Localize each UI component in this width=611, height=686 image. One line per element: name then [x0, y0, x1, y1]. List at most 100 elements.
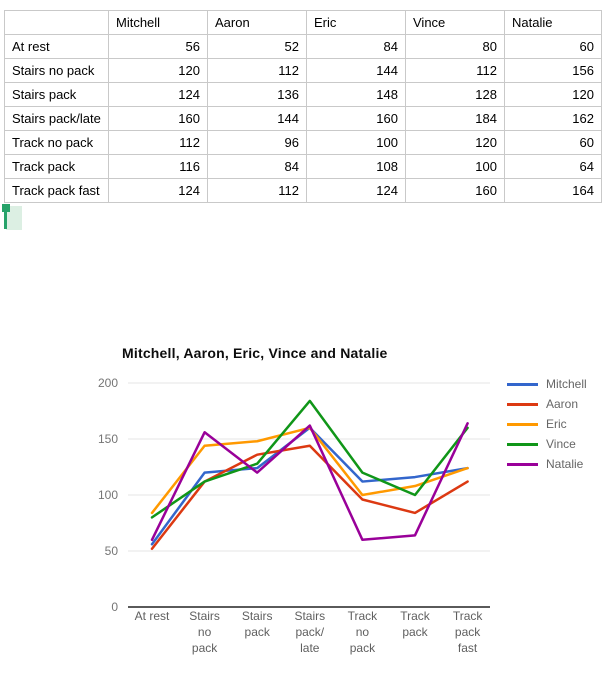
- table-header-row: Mitchell Aaron Eric Vince Natalie: [4, 10, 602, 35]
- legend-line-swatch-icon: [507, 443, 538, 446]
- table-cell[interactable]: 60: [504, 130, 602, 155]
- table-cell[interactable]: 160: [306, 106, 406, 131]
- table-cell[interactable]: 160: [405, 178, 505, 203]
- table-cell[interactable]: 128: [405, 82, 505, 107]
- y-axis-label: 100: [98, 488, 118, 502]
- table-cell[interactable]: 84: [306, 34, 406, 59]
- table-cell[interactable]: 64: [504, 154, 602, 179]
- table-cell[interactable]: 96: [207, 130, 307, 155]
- corner-cell[interactable]: [4, 10, 109, 35]
- column-header[interactable]: Mitchell: [108, 10, 208, 35]
- x-axis-label: fast: [458, 641, 478, 655]
- chart-legend: Mitchell Aaron Eric Vince Natalie: [507, 378, 587, 471]
- table-cell[interactable]: 112: [207, 58, 307, 83]
- y-axis-label: 50: [105, 544, 119, 558]
- legend-label: Eric: [546, 417, 567, 431]
- x-axis-label: pack: [350, 641, 376, 655]
- legend-label: Mitchell: [546, 377, 587, 391]
- table-cell[interactable]: 124: [108, 178, 208, 203]
- table-row: Track pack 116 84 108 100 64: [4, 154, 602, 179]
- table-cell[interactable]: 84: [207, 154, 307, 179]
- text-caret: [4, 204, 7, 229]
- table-cell[interactable]: 136: [207, 82, 307, 107]
- legend-item: Vince: [507, 438, 587, 451]
- table-cell[interactable]: 120: [108, 58, 208, 83]
- table-cell[interactable]: 124: [108, 82, 208, 107]
- x-axis-label: late: [300, 641, 320, 655]
- data-table: Mitchell Aaron Eric Vince Natalie At rest 56 5…: [4, 10, 602, 203]
- series-line-vince: [150, 399, 469, 519]
- x-axis-label: At rest: [135, 609, 170, 623]
- data-table-body: At rest 56 52 84 80 60 Stairs no pack 120 112 144…: [4, 34, 602, 203]
- table-cell[interactable]: 60: [504, 34, 602, 59]
- table-cell[interactable]: 100: [405, 154, 505, 179]
- row-label[interactable]: Track no pack: [4, 130, 109, 155]
- line-chart-svg: 0 50 100 150 200 At rest Stairs no pack Stairs pac…: [98, 376, 490, 655]
- table-cell[interactable]: 112: [405, 58, 505, 83]
- x-axis-label: no: [198, 625, 212, 639]
- table-cell[interactable]: 112: [108, 130, 208, 155]
- x-axis-label: Stairs: [242, 609, 273, 623]
- x-axis-label: Track: [348, 609, 379, 623]
- table-cell[interactable]: 56: [108, 34, 208, 59]
- column-header[interactable]: Eric: [306, 10, 406, 35]
- legend-label: Vince: [546, 437, 576, 451]
- table-cell[interactable]: 52: [207, 34, 307, 59]
- x-axis-label: pack: [192, 641, 218, 655]
- selection-drag-handle-icon[interactable]: [2, 204, 10, 212]
- legend-line-swatch-icon: [507, 463, 538, 466]
- table-cell[interactable]: 112: [207, 178, 307, 203]
- table-cell[interactable]: 184: [405, 106, 505, 131]
- y-axis-label: 200: [98, 376, 118, 390]
- row-label[interactable]: At rest: [4, 34, 109, 59]
- x-axis-label: Stairs: [294, 609, 325, 623]
- series-line-natalie: [150, 422, 469, 542]
- series-line-aaron: [150, 444, 469, 551]
- table-cell[interactable]: 144: [306, 58, 406, 83]
- row-label[interactable]: Track pack: [4, 154, 109, 179]
- x-axis-label: pack/: [295, 625, 324, 639]
- column-header[interactable]: Aaron: [207, 10, 307, 35]
- legend-item: Aaron: [507, 398, 587, 411]
- y-axis-label: 150: [98, 432, 118, 446]
- legend-label: Aaron: [546, 397, 579, 411]
- table-cell[interactable]: 148: [306, 82, 406, 107]
- column-header[interactable]: Natalie: [504, 10, 602, 35]
- table-row: Stairs no pack 120 112 144 112 156: [4, 58, 602, 83]
- x-axis-label: Track: [400, 609, 431, 623]
- table-row: At rest 56 52 84 80 60: [4, 34, 602, 59]
- column-header[interactable]: Vince: [405, 10, 505, 35]
- x-axis-label: Track: [453, 609, 484, 623]
- row-label[interactable]: Stairs pack: [4, 82, 109, 107]
- table-row: Stairs pack 124 136 148 128 120: [4, 82, 602, 107]
- table-cell[interactable]: 116: [108, 154, 208, 179]
- x-axis-label: pack: [402, 625, 428, 639]
- table-cell[interactable]: 108: [306, 154, 406, 179]
- row-label[interactable]: Stairs no pack: [4, 58, 109, 83]
- table-cell[interactable]: 120: [405, 130, 505, 155]
- legend-item: Eric: [507, 418, 587, 431]
- table-cell[interactable]: 156: [504, 58, 602, 83]
- legend-item: Mitchell: [507, 378, 587, 391]
- x-axis-label: Stairs: [189, 609, 220, 623]
- y-axis-label: 0: [111, 600, 118, 614]
- table-cell[interactable]: 144: [207, 106, 307, 131]
- table-cell[interactable]: 100: [306, 130, 406, 155]
- table-cell[interactable]: 124: [306, 178, 406, 203]
- legend-line-swatch-icon: [507, 403, 538, 406]
- table-cell[interactable]: 120: [504, 82, 602, 107]
- table-cell[interactable]: 160: [108, 106, 208, 131]
- table-cell[interactable]: 164: [504, 178, 602, 203]
- table-row: Track no pack 112 96 100 120 60: [4, 130, 602, 155]
- legend-line-swatch-icon: [507, 383, 538, 386]
- table-cell[interactable]: 80: [405, 34, 505, 59]
- table-cell[interactable]: 162: [504, 106, 602, 131]
- row-label[interactable]: Stairs pack/late: [4, 106, 109, 131]
- table-row: Stairs pack/late 160 144 160 184 162: [4, 106, 602, 131]
- table-row: Track pack fast 124 112 124 160 164: [4, 178, 602, 203]
- row-label[interactable]: Track pack fast: [4, 178, 109, 203]
- x-axis-label: pack: [245, 625, 271, 639]
- legend-item: Natalie: [507, 458, 587, 471]
- cursor-cell-highlight: [6, 206, 22, 230]
- legend-line-swatch-icon: [507, 423, 538, 426]
